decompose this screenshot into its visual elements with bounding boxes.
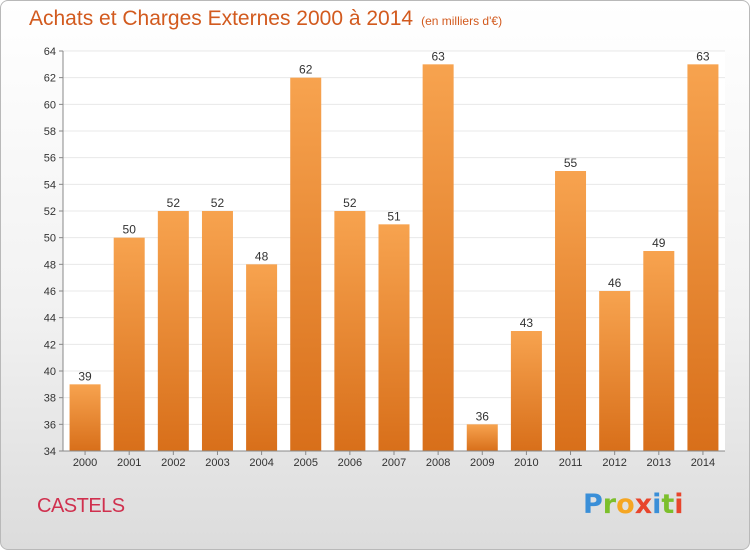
commune-name: CASTELS xyxy=(37,495,125,517)
x-tick-label: 2003 xyxy=(205,457,229,469)
x-tick-label: 2013 xyxy=(647,457,671,469)
bar-2011 xyxy=(555,171,587,451)
x-tick-label: 2001 xyxy=(117,457,141,469)
bar-value-label: 36 xyxy=(476,409,490,423)
y-tick-label: 52 xyxy=(44,206,56,218)
bar-2014 xyxy=(687,64,719,452)
x-tick-label: 2000 xyxy=(73,457,97,469)
x-tick-label: 2006 xyxy=(338,457,362,469)
bar-2000 xyxy=(69,384,101,451)
y-tick-label: 56 xyxy=(44,153,56,165)
logo-letter: i xyxy=(674,489,684,520)
chart-title: Achats et Charges Externes 2000 à 2014 (e… xyxy=(29,7,502,31)
x-tick-label: 2012 xyxy=(602,457,626,469)
bar-2003 xyxy=(201,211,233,451)
y-tick-label: 50 xyxy=(44,233,56,245)
logo-letter: o xyxy=(616,489,635,520)
bar-2004 xyxy=(246,264,278,451)
bar-2008 xyxy=(422,64,454,452)
bar-value-label: 55 xyxy=(564,156,578,170)
y-tick-label: 62 xyxy=(44,73,56,85)
bar-2009 xyxy=(466,424,498,451)
y-tick-label: 38 xyxy=(44,393,56,405)
bar-value-label: 46 xyxy=(608,276,622,290)
bar-value-label: 52 xyxy=(343,196,357,210)
x-tick-label: 2010 xyxy=(514,457,538,469)
bar-2012 xyxy=(599,291,631,451)
bar-value-label: 43 xyxy=(520,316,534,330)
y-tick-label: 54 xyxy=(44,179,56,191)
bar-2001 xyxy=(113,237,145,451)
x-tick-label: 2004 xyxy=(249,457,273,469)
logo-letter: r xyxy=(602,489,617,520)
bar-value-label: 63 xyxy=(696,49,710,63)
bar-value-label: 48 xyxy=(255,249,269,263)
bars: 39 50 52 52 48 62 52 51 63 36 43 55 46 49 63 xyxy=(69,49,719,452)
x-tick-label: 2002 xyxy=(161,457,185,469)
logo-letter: i xyxy=(652,489,662,520)
logo-letter: P xyxy=(583,489,603,520)
y-tick-label: 44 xyxy=(44,313,56,325)
bar-2002 xyxy=(157,211,189,451)
y-tick-label: 34 xyxy=(44,446,56,458)
y-tick-label: 64 xyxy=(44,46,56,58)
bar-2005 xyxy=(290,77,322,452)
y-tick-label: 42 xyxy=(44,339,56,351)
chart-title-text: Achats et Charges Externes 2000 à 2014 xyxy=(29,7,414,30)
bar-value-label: 52 xyxy=(211,196,225,210)
x-tick-label: 2007 xyxy=(382,457,406,469)
y-tick-label: 48 xyxy=(44,259,56,271)
bar-value-label: 50 xyxy=(123,223,137,237)
bar-2010 xyxy=(510,331,542,451)
x-tick-label: 2008 xyxy=(426,457,450,469)
bar-2006 xyxy=(334,211,366,451)
y-tick-label: 46 xyxy=(44,286,56,298)
bar-value-label: 51 xyxy=(387,209,401,223)
y-tick-label: 58 xyxy=(44,126,56,138)
y-tick-label: 40 xyxy=(44,366,56,378)
bar-value-label: 62 xyxy=(299,63,313,77)
y-tick-label: 36 xyxy=(44,419,56,431)
bar-value-label: 52 xyxy=(167,196,181,210)
x-tick-label: 2014 xyxy=(691,457,715,469)
logo-letter: t xyxy=(661,489,675,520)
bar-value-label: 39 xyxy=(78,369,92,383)
bar-value-label: 63 xyxy=(431,49,445,63)
chart-subtitle: (en milliers d'€) xyxy=(421,14,503,28)
axes: 34 36 38 40 42 44 46 48 50 52 54 56 58 60 62 64 2000 2001… xyxy=(44,46,725,469)
logo-letter: x xyxy=(634,489,653,520)
y-tick-label: 60 xyxy=(44,99,56,111)
x-tick-label: 2011 xyxy=(559,457,583,469)
x-tick-label: 2005 xyxy=(293,457,317,469)
bar-2013 xyxy=(643,251,675,451)
bar-value-label: 49 xyxy=(652,236,666,250)
proxiti-logo: Proxiti xyxy=(583,489,684,520)
bar-2007 xyxy=(378,224,410,451)
x-tick-label: 2009 xyxy=(470,457,494,469)
